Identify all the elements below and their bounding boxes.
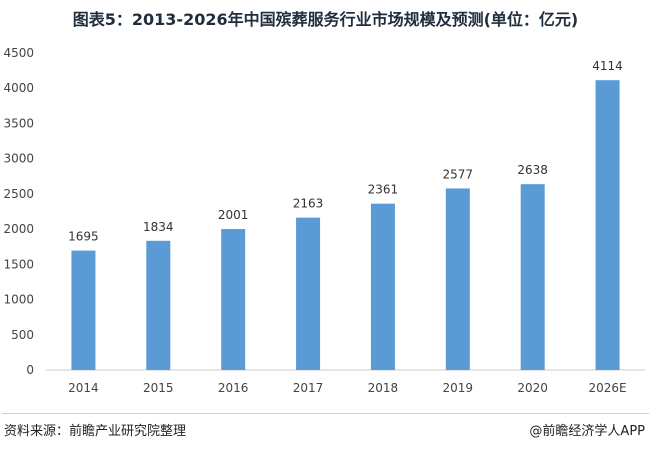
y-tick-label: 1500 <box>3 257 34 271</box>
y-tick-label: 3000 <box>3 152 34 166</box>
y-tick-label: 2000 <box>3 222 34 236</box>
brand-note: @前瞻经济学人APP <box>529 424 645 439</box>
y-axis-ticks: 0 500 1000 1500 2000 2500 3000 3500 4000 4500 <box>3 46 34 377</box>
data-label-2015: 1834 <box>143 220 174 234</box>
y-tick-label: 4500 <box>3 46 34 60</box>
y-tick-label: 0 <box>26 363 34 377</box>
y-tick-label: 2500 <box>3 187 34 201</box>
x-tick-label-2015: 2015 <box>143 381 174 395</box>
data-label-2016: 2001 <box>218 208 249 222</box>
data-label-2019: 2577 <box>443 167 474 181</box>
bar-2018 <box>370 203 395 370</box>
x-tick-label-2016: 2016 <box>218 381 249 395</box>
bar-2015 <box>146 240 171 370</box>
x-axis-ticks: 2014 2015 2016 2017 2018 2019 2020 2026E <box>68 381 626 395</box>
y-tick-label: 4000 <box>3 81 34 95</box>
bar-2019 <box>445 188 470 370</box>
x-tick-label-2020: 2020 <box>517 381 548 395</box>
x-tick-label-2019: 2019 <box>443 381 474 395</box>
bars <box>71 80 620 370</box>
data-labels: 1695 1834 2001 2163 2361 2577 2638 4114 <box>68 59 623 243</box>
source-note: 资料来源：前瞻产业研究院整理 <box>4 424 187 439</box>
y-tick-label: 500 <box>11 328 34 342</box>
data-label-2020: 2638 <box>517 163 548 177</box>
bar-2014 <box>71 250 96 370</box>
data-label-2014: 1695 <box>68 230 99 244</box>
data-label-2026E: 4114 <box>592 59 623 73</box>
x-tick-label-2026E: 2026E <box>589 381 627 395</box>
footer-divider <box>2 413 649 414</box>
x-tick-label-2014: 2014 <box>68 381 99 395</box>
y-tick-label: 1000 <box>3 293 34 307</box>
bar-chart: 0 500 1000 1500 2000 2500 3000 3500 4000 4500 169… <box>3 46 645 395</box>
bar-2017 <box>296 217 321 370</box>
data-label-2018: 2361 <box>368 183 399 197</box>
chart-title: 图表5：2013-2026年中国殡葬服务行业市场规模及预测(单位：亿元) <box>72 10 579 29</box>
bar-2020 <box>520 184 545 370</box>
bar-2026E <box>595 80 620 370</box>
y-tick-label: 3500 <box>3 116 34 130</box>
bar-2016 <box>221 229 246 370</box>
data-label-2017: 2163 <box>293 197 324 211</box>
x-tick-label-2018: 2018 <box>368 381 399 395</box>
x-tick-label-2017: 2017 <box>293 381 324 395</box>
